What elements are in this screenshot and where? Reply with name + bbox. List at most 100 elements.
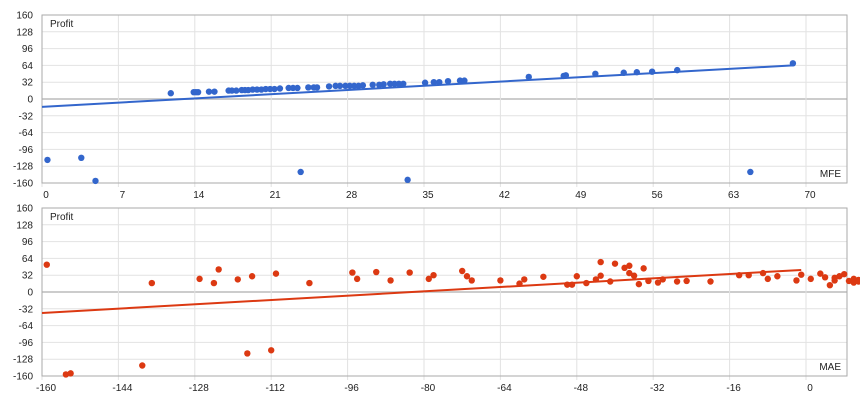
- data-point[interactable]: [836, 273, 843, 280]
- data-point[interactable]: [313, 84, 321, 91]
- data-point[interactable]: [497, 277, 504, 284]
- data-point[interactable]: [789, 60, 797, 67]
- data-point[interactable]: [430, 79, 438, 86]
- data-point[interactable]: [635, 280, 643, 288]
- data-point[interactable]: [234, 276, 241, 283]
- data-point[interactable]: [244, 350, 251, 357]
- data-point[interactable]: [826, 281, 834, 289]
- data-point[interactable]: [654, 279, 662, 286]
- data-point[interactable]: [592, 276, 600, 283]
- data-point[interactable]: [43, 261, 50, 268]
- data-point[interactable]: [707, 278, 714, 285]
- data-point[interactable]: [568, 281, 576, 288]
- data-point[interactable]: [525, 73, 532, 81]
- data-point[interactable]: [821, 274, 829, 281]
- data-point[interactable]: [406, 269, 413, 276]
- data-point[interactable]: [425, 275, 432, 283]
- data-point[interactable]: [325, 83, 333, 90]
- data-point[interactable]: [521, 276, 528, 283]
- data-point[interactable]: [400, 80, 407, 87]
- data-point[interactable]: [196, 275, 203, 283]
- data-point[interactable]: [659, 276, 666, 283]
- data-points: [44, 60, 797, 185]
- data-point[interactable]: [626, 262, 633, 269]
- data-point[interactable]: [597, 272, 604, 279]
- data-point[interactable]: [747, 168, 754, 176]
- data-point[interactable]: [297, 168, 304, 176]
- data-point[interactable]: [683, 277, 690, 285]
- data-point[interactable]: [148, 279, 156, 287]
- data-point[interactable]: [373, 268, 380, 276]
- data-point[interactable]: [349, 269, 356, 276]
- data-point[interactable]: [564, 281, 571, 288]
- data-point[interactable]: [640, 265, 647, 272]
- data-point[interactable]: [62, 371, 70, 378]
- data-point[interactable]: [248, 273, 256, 280]
- data-point[interactable]: [807, 275, 814, 283]
- data-point[interactable]: [268, 347, 275, 354]
- data-point[interactable]: [294, 84, 301, 92]
- data-point[interactable]: [735, 272, 743, 279]
- data-point[interactable]: [78, 154, 85, 161]
- data-point[interactable]: [850, 275, 857, 283]
- data-point[interactable]: [215, 266, 222, 273]
- data-point[interactable]: [633, 69, 641, 76]
- data-point[interactable]: [305, 84, 312, 91]
- data-point[interactable]: [430, 272, 437, 279]
- data-point[interactable]: [461, 77, 468, 84]
- data-point[interactable]: [645, 277, 652, 285]
- data-point[interactable]: [67, 370, 74, 377]
- data-point[interactable]: [793, 277, 800, 284]
- data-point[interactable]: [167, 90, 174, 97]
- data-point[interactable]: [44, 156, 51, 164]
- data-point[interactable]: [774, 273, 781, 280]
- data-point[interactable]: [468, 277, 475, 284]
- data-point[interactable]: [276, 85, 284, 92]
- data-point[interactable]: [648, 68, 656, 75]
- data-point[interactable]: [404, 176, 411, 184]
- data-point[interactable]: [673, 278, 681, 285]
- data-point[interactable]: [463, 273, 471, 280]
- data-point[interactable]: [92, 177, 99, 185]
- data-point[interactable]: [210, 279, 218, 287]
- data-point[interactable]: [194, 88, 202, 96]
- data-point[interactable]: [336, 82, 344, 90]
- data-point[interactable]: [436, 79, 443, 86]
- data-point[interactable]: [817, 270, 824, 277]
- data-point[interactable]: [573, 273, 580, 280]
- data-point[interactable]: [592, 70, 599, 78]
- data-point[interactable]: [459, 267, 466, 275]
- data-point[interactable]: [562, 72, 570, 79]
- data-point[interactable]: [359, 82, 367, 89]
- data-point[interactable]: [211, 88, 218, 95]
- data-point[interactable]: [855, 278, 860, 285]
- data-point[interactable]: [611, 260, 619, 267]
- data-point[interactable]: [233, 87, 240, 94]
- data-point[interactable]: [380, 81, 387, 88]
- data-point[interactable]: [540, 273, 547, 280]
- data-point[interactable]: [271, 85, 278, 93]
- data-point[interactable]: [421, 79, 429, 86]
- data-point[interactable]: [205, 88, 213, 95]
- data-point[interactable]: [607, 278, 614, 285]
- data-point[interactable]: [745, 272, 752, 279]
- data-point[interactable]: [583, 279, 590, 287]
- data-point[interactable]: [764, 275, 771, 283]
- data-point[interactable]: [620, 69, 627, 76]
- data-point[interactable]: [841, 270, 848, 278]
- data-point[interactable]: [272, 270, 280, 277]
- data-point[interactable]: [306, 279, 313, 287]
- data-point[interactable]: [444, 77, 452, 85]
- data-point[interactable]: [597, 258, 604, 266]
- data-point[interactable]: [387, 277, 394, 284]
- data-point[interactable]: [353, 275, 361, 283]
- data-point[interactable]: [139, 362, 146, 369]
- data-point[interactable]: [798, 271, 805, 278]
- data-point[interactable]: [626, 269, 633, 277]
- data-point[interactable]: [759, 269, 767, 277]
- data-point[interactable]: [621, 264, 628, 272]
- data-point[interactable]: [674, 66, 681, 74]
- data-point[interactable]: [630, 272, 638, 279]
- data-point[interactable]: [369, 81, 376, 89]
- data-point[interactable]: [516, 280, 523, 287]
